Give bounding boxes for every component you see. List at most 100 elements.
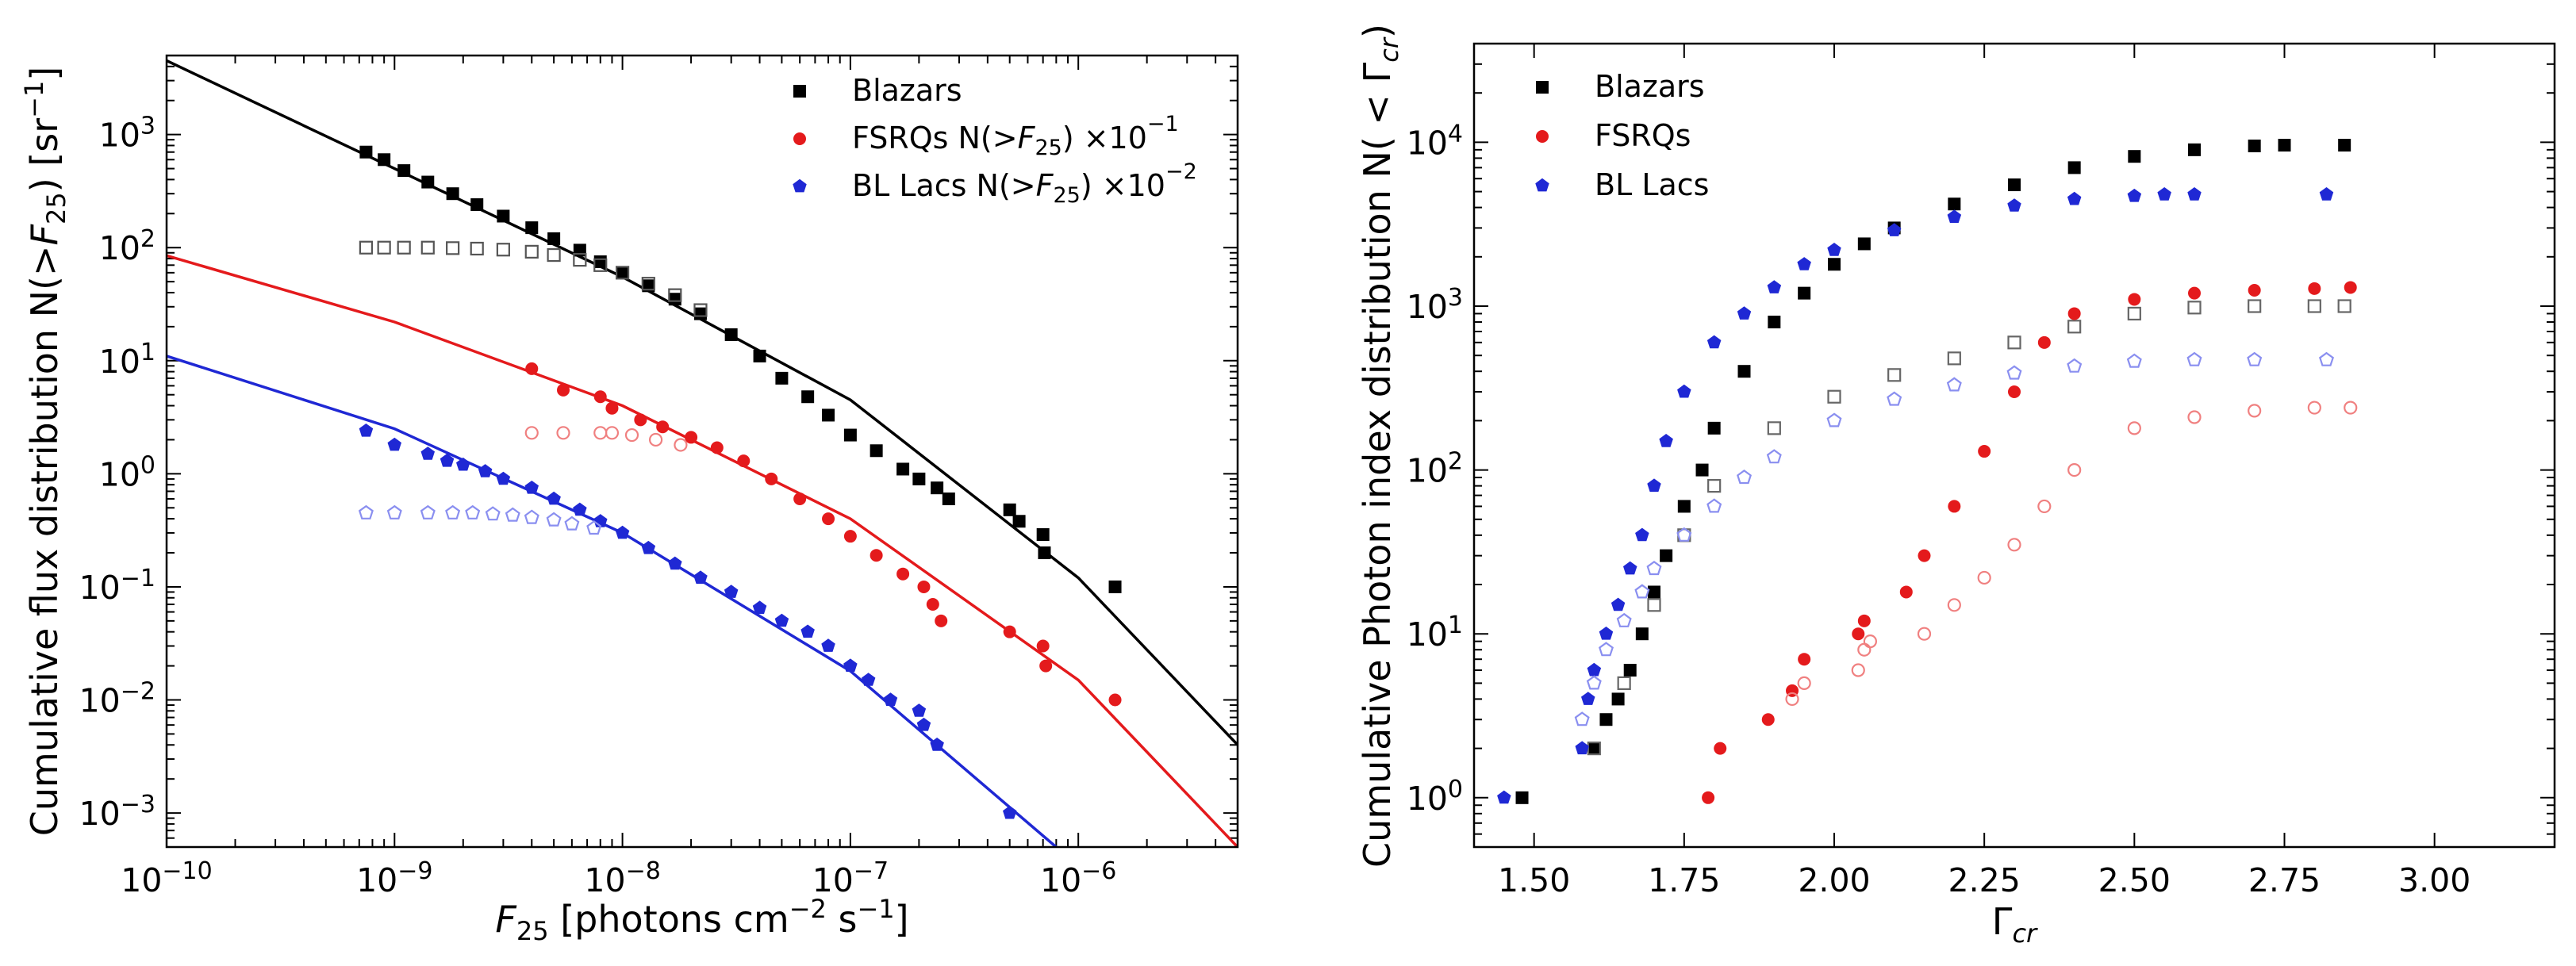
data-point bbox=[547, 247, 561, 263]
legend-label: BL Lacs bbox=[1595, 167, 1709, 202]
data-point bbox=[420, 240, 435, 255]
data-point bbox=[446, 187, 459, 201]
data-point bbox=[497, 209, 510, 223]
data-point bbox=[2248, 404, 2262, 418]
data-point bbox=[1857, 642, 1872, 657]
data-point bbox=[1857, 614, 1871, 627]
y-tick-label: 103 bbox=[99, 113, 155, 155]
data-point bbox=[693, 307, 707, 320]
data-point bbox=[870, 549, 883, 562]
data-point bbox=[2338, 139, 2351, 152]
data-point bbox=[2008, 178, 2021, 192]
legend-marker bbox=[793, 132, 806, 145]
data-point bbox=[753, 349, 766, 362]
data-point bbox=[420, 504, 436, 519]
data-point bbox=[2248, 139, 2261, 152]
data-point bbox=[358, 504, 374, 519]
data-point bbox=[1676, 527, 1692, 542]
x-tick-label: 10−10 bbox=[121, 857, 212, 899]
data-point bbox=[1706, 498, 1722, 513]
x-tick-label: 1.75 bbox=[1648, 861, 1720, 899]
series-bl-lacs bbox=[359, 424, 1017, 819]
data-point bbox=[1978, 445, 1991, 458]
data-point bbox=[1977, 570, 1991, 585]
data-point bbox=[2319, 187, 2334, 201]
data-point bbox=[1947, 351, 1961, 366]
data-point bbox=[2188, 286, 2201, 300]
legend-marker bbox=[1536, 130, 1549, 143]
data-point bbox=[378, 153, 391, 167]
data-point bbox=[2344, 401, 2358, 415]
data-point bbox=[843, 530, 857, 543]
data-point bbox=[546, 512, 562, 527]
data-point bbox=[1515, 791, 1529, 804]
x-tick-label: 10−6 bbox=[1040, 857, 1116, 899]
series-blazars bbox=[1515, 139, 2351, 804]
data-point bbox=[397, 240, 411, 255]
legend-label: Blazars bbox=[852, 73, 962, 108]
y-tick-label: 102 bbox=[99, 225, 155, 267]
data-point bbox=[861, 673, 876, 686]
data-point bbox=[1659, 434, 1673, 447]
data-point bbox=[1852, 627, 1865, 641]
data-point bbox=[2127, 306, 2141, 321]
data-point bbox=[2248, 299, 2262, 313]
data-point bbox=[1707, 421, 1721, 435]
data-point bbox=[724, 328, 738, 341]
data-point bbox=[1857, 237, 1871, 251]
data-point bbox=[485, 506, 501, 521]
data-point bbox=[1798, 286, 1811, 300]
data-point bbox=[605, 426, 620, 440]
series-blazars-open- bbox=[359, 240, 708, 317]
data-point bbox=[1946, 377, 1962, 392]
data-point bbox=[2308, 282, 2321, 295]
plot-frame bbox=[1472, 42, 2556, 849]
data-point bbox=[1587, 662, 1602, 677]
data-point bbox=[1851, 663, 1865, 677]
data-point bbox=[822, 512, 835, 526]
data-point bbox=[593, 426, 608, 440]
data-point bbox=[1766, 449, 1782, 464]
data-point bbox=[2067, 462, 2082, 477]
data-point bbox=[505, 507, 520, 522]
data-point bbox=[1767, 280, 1782, 293]
data-point bbox=[2187, 301, 2202, 315]
data-point bbox=[1647, 478, 1661, 493]
series-bl-lacs-open- bbox=[1574, 351, 2334, 726]
data-point bbox=[524, 426, 539, 440]
data-point bbox=[616, 266, 629, 279]
data-point bbox=[641, 277, 655, 291]
data-point bbox=[724, 585, 739, 598]
data-point bbox=[1827, 243, 1841, 256]
data-point bbox=[1610, 597, 1626, 611]
data-point bbox=[2128, 150, 2141, 163]
y-tick-label: 104 bbox=[1407, 120, 1463, 162]
data-point bbox=[2067, 307, 2081, 320]
data-point bbox=[668, 288, 682, 302]
data-point bbox=[2248, 283, 2261, 297]
data-point bbox=[737, 454, 751, 468]
data-point bbox=[2067, 191, 2082, 205]
data-point bbox=[377, 240, 391, 255]
data-point bbox=[1768, 316, 1781, 329]
data-point bbox=[478, 464, 493, 477]
data-point bbox=[1647, 598, 1661, 612]
data-point bbox=[1948, 500, 1961, 513]
legend-label: FSRQs N(>F25) ×10−1 bbox=[852, 112, 1179, 160]
data-point bbox=[2307, 299, 2321, 313]
data-point bbox=[774, 613, 789, 627]
data-point bbox=[524, 481, 539, 494]
data-point bbox=[605, 401, 619, 415]
data-point bbox=[1497, 790, 1511, 804]
data-point bbox=[386, 504, 402, 519]
data-point bbox=[593, 258, 608, 272]
data-point bbox=[1798, 653, 1811, 666]
data-point bbox=[1648, 585, 1660, 599]
data-point bbox=[634, 413, 647, 427]
series-fsrqs bbox=[525, 362, 1122, 707]
data-point bbox=[1737, 365, 1751, 378]
legend-marker bbox=[793, 85, 806, 98]
data-point bbox=[916, 717, 931, 731]
data-point bbox=[1947, 209, 1962, 223]
data-point bbox=[1003, 503, 1016, 516]
